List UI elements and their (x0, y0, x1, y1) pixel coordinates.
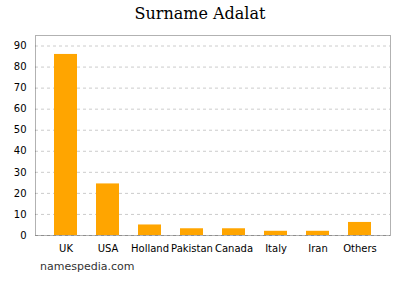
svg-text:UK: UK (59, 243, 73, 254)
svg-text:Canada: Canada (215, 243, 253, 254)
svg-text:50: 50 (14, 124, 27, 135)
svg-text:Pakistan: Pakistan (171, 243, 213, 254)
svg-text:Italy: Italy (265, 243, 287, 254)
svg-text:60: 60 (14, 103, 27, 114)
svg-text:Holland: Holland (131, 243, 169, 254)
svg-text:80: 80 (14, 61, 27, 72)
svg-text:40: 40 (14, 145, 27, 156)
svg-text:30: 30 (14, 167, 27, 178)
html-text:Surname Adalat: Surname Adalat (134, 4, 266, 23)
svg-text:70: 70 (14, 82, 27, 93)
svg-text:20: 20 (14, 188, 27, 199)
svg-text:10: 10 (14, 209, 27, 220)
svg-text:Iran: Iran (308, 243, 328, 254)
html-text:namespedia.com: namespedia.com (40, 260, 135, 273)
svg-text:USA: USA (98, 243, 119, 254)
svg-text:90: 90 (14, 40, 27, 51)
svg-text:Others: Others (343, 243, 377, 254)
svg-text:0: 0 (20, 230, 26, 241)
